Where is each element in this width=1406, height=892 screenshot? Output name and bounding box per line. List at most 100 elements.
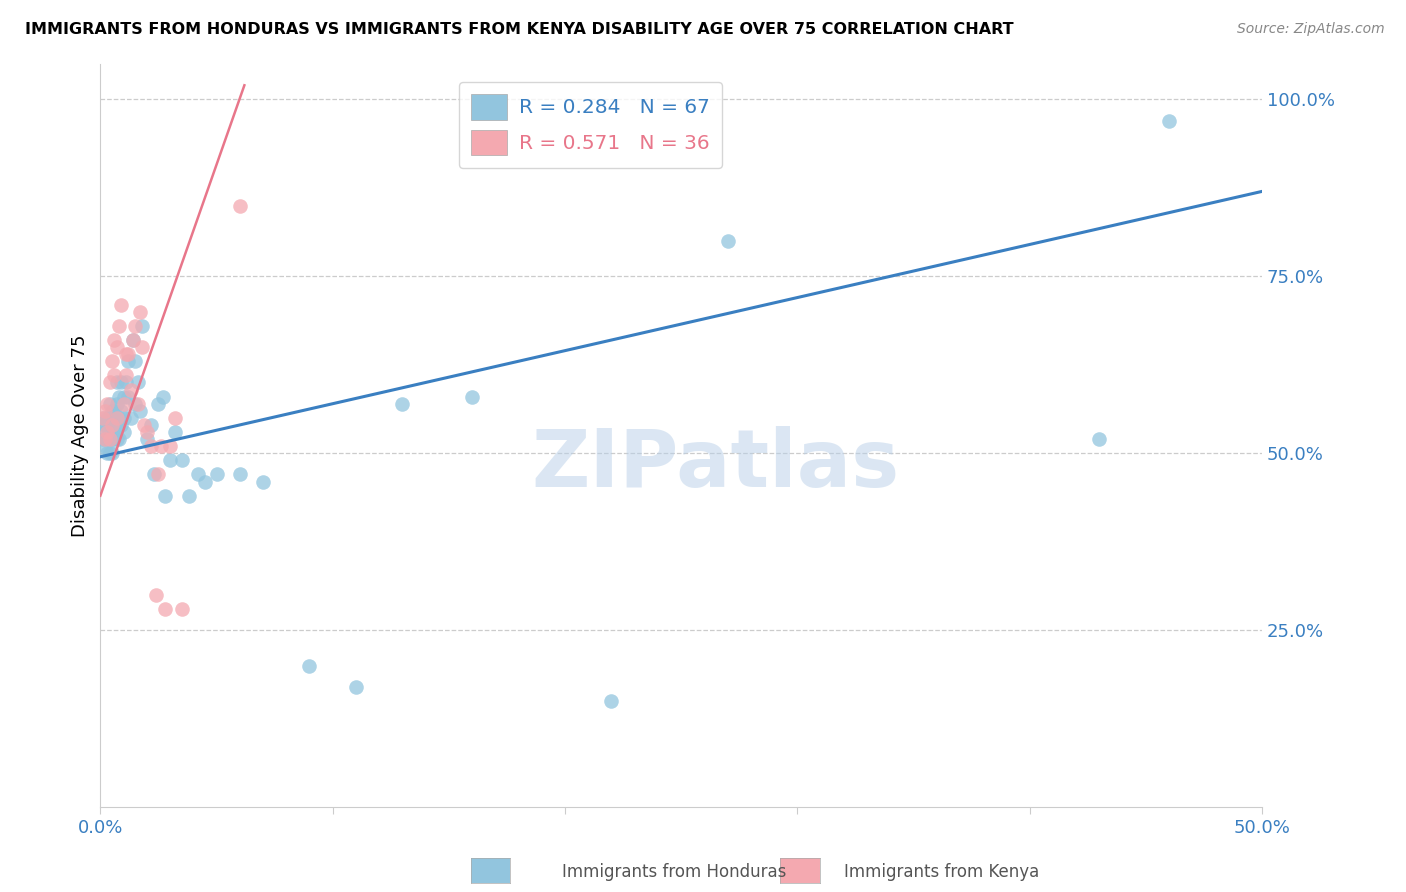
Point: [170, 453, 193, 467]
Point: [155, 489, 177, 503]
Point: [117, 347, 139, 361]
Point: [127, 376, 149, 390]
Point: [148, 467, 170, 482]
Point: [98, 376, 121, 390]
Point: [98, 410, 121, 425]
Point: [110, 298, 132, 312]
Point: [108, 410, 131, 425]
Point: [94, 404, 117, 418]
Point: [96, 417, 118, 432]
Point: [187, 467, 209, 482]
Point: [149, 439, 172, 453]
Point: [131, 340, 153, 354]
Text: IMMIGRANTS FROM HONDURAS VS IMMIGRANTS FROM KENYA DISABILITY AGE OVER 75 CORRELA: IMMIGRANTS FROM HONDURAS VS IMMIGRANTS F…: [25, 22, 1014, 37]
Point: [112, 397, 135, 411]
Point: [98, 446, 121, 460]
Point: [1157, 113, 1180, 128]
Point: [127, 397, 149, 411]
Point: [115, 376, 138, 390]
Legend: R = 0.284   N = 67, R = 0.571   N = 36: R = 0.284 N = 67, R = 0.571 N = 36: [458, 81, 723, 168]
Point: [96, 432, 118, 446]
Point: [108, 318, 131, 333]
Point: [103, 368, 125, 383]
Point: [105, 340, 128, 354]
Point: [101, 417, 124, 432]
Point: [96, 410, 118, 425]
Point: [141, 439, 163, 453]
Point: [103, 404, 125, 418]
Point: [94, 432, 117, 446]
Point: [105, 417, 128, 432]
Point: [134, 417, 156, 432]
Point: [94, 439, 117, 453]
Point: [108, 432, 131, 446]
Point: [115, 368, 138, 383]
Point: [1088, 432, 1111, 446]
Point: [163, 410, 186, 425]
Point: [170, 602, 193, 616]
Point: [128, 304, 150, 318]
Point: [461, 390, 484, 404]
Point: [105, 410, 128, 425]
Point: [91, 410, 114, 425]
Point: [103, 432, 125, 446]
Point: [252, 475, 274, 489]
Point: [108, 390, 131, 404]
Point: [117, 390, 139, 404]
Point: [91, 410, 114, 425]
Point: [101, 432, 124, 446]
Point: [391, 397, 413, 411]
Point: [148, 397, 170, 411]
Point: [177, 489, 200, 503]
Point: [96, 397, 118, 411]
Point: [135, 432, 157, 446]
Point: [135, 425, 157, 439]
Text: Source: ZipAtlas.com: Source: ZipAtlas.com: [1237, 22, 1385, 37]
Point: [128, 404, 150, 418]
Point: [131, 318, 153, 333]
Point: [141, 417, 163, 432]
Point: [103, 410, 125, 425]
Point: [105, 432, 128, 446]
Point: [96, 425, 118, 439]
Point: [94, 417, 117, 432]
Point: [229, 198, 252, 212]
Point: [112, 410, 135, 425]
Point: [145, 588, 167, 602]
Point: [155, 602, 177, 616]
Point: [142, 467, 165, 482]
Point: [229, 467, 252, 482]
Point: [105, 397, 128, 411]
Point: [98, 425, 121, 439]
Point: [101, 417, 124, 432]
Text: Immigrants from Honduras: Immigrants from Honduras: [562, 863, 787, 881]
Point: [122, 333, 145, 347]
Point: [124, 397, 146, 411]
Point: [112, 390, 135, 404]
Point: [101, 354, 124, 368]
Point: [600, 694, 623, 708]
Point: [103, 333, 125, 347]
Point: [91, 432, 114, 446]
Point: [124, 318, 146, 333]
Point: [716, 234, 738, 248]
Point: [159, 453, 181, 467]
Point: [117, 354, 139, 368]
Point: [112, 425, 135, 439]
Point: [120, 383, 142, 397]
Point: [105, 376, 128, 390]
Point: [152, 390, 174, 404]
Point: [122, 333, 145, 347]
Text: Immigrants from Kenya: Immigrants from Kenya: [844, 863, 1039, 881]
Point: [96, 446, 118, 460]
Point: [344, 680, 367, 694]
Text: ZIPatlas: ZIPatlas: [531, 426, 900, 504]
Point: [103, 425, 125, 439]
Point: [124, 354, 146, 368]
Point: [101, 404, 124, 418]
Point: [205, 467, 228, 482]
Point: [115, 347, 138, 361]
Point: [194, 475, 217, 489]
Point: [94, 425, 117, 439]
Point: [98, 397, 121, 411]
